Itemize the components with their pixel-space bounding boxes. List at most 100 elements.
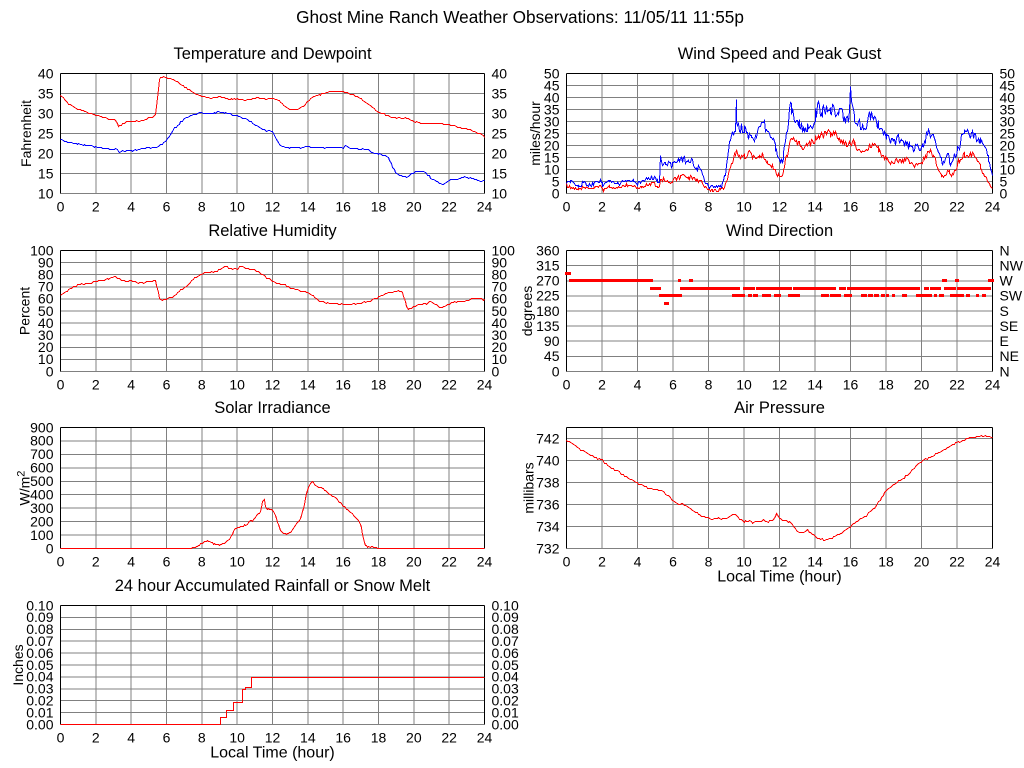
svg-text:18: 18: [371, 730, 387, 746]
svg-text:180: 180: [536, 303, 560, 319]
svg-text:24: 24: [985, 554, 1001, 570]
svg-text:6: 6: [669, 554, 677, 570]
svg-text:4: 4: [634, 554, 642, 570]
svg-text:10: 10: [229, 199, 245, 215]
svg-text:0.04: 0.04: [492, 669, 519, 685]
svg-text:90: 90: [492, 254, 508, 270]
svg-text:20: 20: [38, 339, 54, 355]
svg-text:Percent: Percent: [17, 287, 33, 335]
svg-text:18: 18: [371, 377, 387, 393]
svg-text:0.00: 0.00: [492, 716, 519, 732]
svg-text:14: 14: [807, 199, 823, 215]
svg-text:20: 20: [406, 377, 422, 393]
svg-text:20: 20: [544, 137, 560, 153]
svg-text:Inches: Inches: [10, 644, 26, 685]
svg-text:0.01: 0.01: [26, 704, 53, 720]
svg-text:22: 22: [949, 199, 965, 215]
svg-text:900: 900: [30, 419, 54, 435]
svg-text:2: 2: [92, 730, 100, 746]
svg-text:800: 800: [30, 433, 54, 449]
svg-text:degrees: degrees: [519, 286, 535, 337]
svg-text:500: 500: [30, 473, 54, 489]
svg-text:12: 12: [772, 199, 788, 215]
svg-text:Solar Irradiance: Solar Irradiance: [214, 399, 330, 417]
svg-text:0.01: 0.01: [492, 704, 519, 720]
svg-text:0.09: 0.09: [492, 609, 519, 625]
svg-text:18: 18: [878, 554, 894, 570]
svg-text:0.07: 0.07: [26, 633, 53, 649]
svg-text:Wind Direction: Wind Direction: [726, 222, 833, 240]
svg-text:20: 20: [1000, 137, 1016, 153]
svg-text:16: 16: [843, 377, 859, 393]
svg-text:35: 35: [1000, 101, 1016, 117]
svg-text:740: 740: [536, 452, 560, 468]
svg-text:45: 45: [544, 77, 560, 93]
svg-text:4: 4: [634, 199, 642, 215]
svg-text:Ghost Mine Ranch Weather Obser: Ghost Mine Ranch Weather Observations: 1…: [296, 7, 744, 27]
svg-text:12: 12: [772, 377, 788, 393]
svg-text:20: 20: [914, 554, 930, 570]
svg-text:20: 20: [406, 199, 422, 215]
svg-text:0: 0: [492, 363, 500, 379]
svg-text:Relative Humidity: Relative Humidity: [208, 222, 337, 240]
svg-text:400: 400: [30, 487, 54, 503]
svg-text:20: 20: [492, 145, 508, 161]
svg-text:40: 40: [492, 65, 508, 81]
svg-text:736: 736: [536, 496, 560, 512]
svg-text:0.07: 0.07: [492, 633, 519, 649]
svg-text:15: 15: [544, 149, 560, 165]
svg-text:734: 734: [536, 518, 560, 534]
svg-text:50: 50: [544, 65, 560, 81]
svg-text:10: 10: [736, 199, 752, 215]
svg-text:20: 20: [492, 339, 508, 355]
svg-text:0: 0: [552, 185, 560, 201]
svg-text:2: 2: [92, 377, 100, 393]
svg-text:6: 6: [163, 554, 171, 570]
svg-text:22: 22: [441, 730, 457, 746]
svg-text:10: 10: [38, 185, 54, 201]
svg-text:22: 22: [441, 377, 457, 393]
svg-text:35: 35: [38, 85, 54, 101]
svg-text:10: 10: [492, 351, 508, 367]
svg-text:90: 90: [544, 333, 560, 349]
svg-text:4: 4: [127, 730, 135, 746]
svg-text:25: 25: [544, 125, 560, 141]
svg-text:0: 0: [563, 199, 571, 215]
svg-text:200: 200: [30, 513, 54, 529]
svg-text:20: 20: [914, 377, 930, 393]
svg-text:45: 45: [544, 348, 560, 364]
svg-text:12: 12: [265, 199, 281, 215]
svg-text:22: 22: [441, 554, 457, 570]
svg-text:135: 135: [536, 318, 560, 334]
svg-text:25: 25: [38, 125, 54, 141]
svg-text:100: 100: [30, 242, 54, 258]
svg-text:N: N: [1000, 363, 1010, 379]
svg-text:50: 50: [492, 303, 508, 319]
svg-text:0.05: 0.05: [26, 657, 53, 673]
svg-text:0: 0: [57, 730, 65, 746]
svg-text:15: 15: [492, 165, 508, 181]
svg-text:Fahrenheit: Fahrenheit: [18, 100, 34, 167]
svg-text:14: 14: [300, 730, 316, 746]
svg-text:60: 60: [38, 291, 54, 307]
svg-text:SW: SW: [1000, 288, 1023, 304]
svg-text:22: 22: [949, 554, 965, 570]
svg-text:35: 35: [492, 85, 508, 101]
svg-text:30: 30: [38, 327, 54, 343]
svg-text:50: 50: [1000, 65, 1016, 81]
svg-text:N: N: [1000, 242, 1010, 258]
svg-text:0.02: 0.02: [492, 693, 519, 709]
svg-text:24: 24: [477, 554, 493, 570]
svg-text:90: 90: [38, 254, 54, 270]
svg-text:70: 70: [38, 279, 54, 295]
svg-text:10: 10: [38, 351, 54, 367]
svg-text:35: 35: [544, 101, 560, 117]
svg-text:0.05: 0.05: [492, 657, 519, 673]
svg-text:16: 16: [335, 730, 351, 746]
svg-text:W/m2: W/m2: [16, 471, 33, 506]
svg-text:6: 6: [669, 199, 677, 215]
svg-text:NW: NW: [1000, 257, 1024, 273]
svg-text:millibars: millibars: [521, 462, 537, 513]
svg-text:10: 10: [229, 554, 245, 570]
svg-text:0.09: 0.09: [26, 609, 53, 625]
